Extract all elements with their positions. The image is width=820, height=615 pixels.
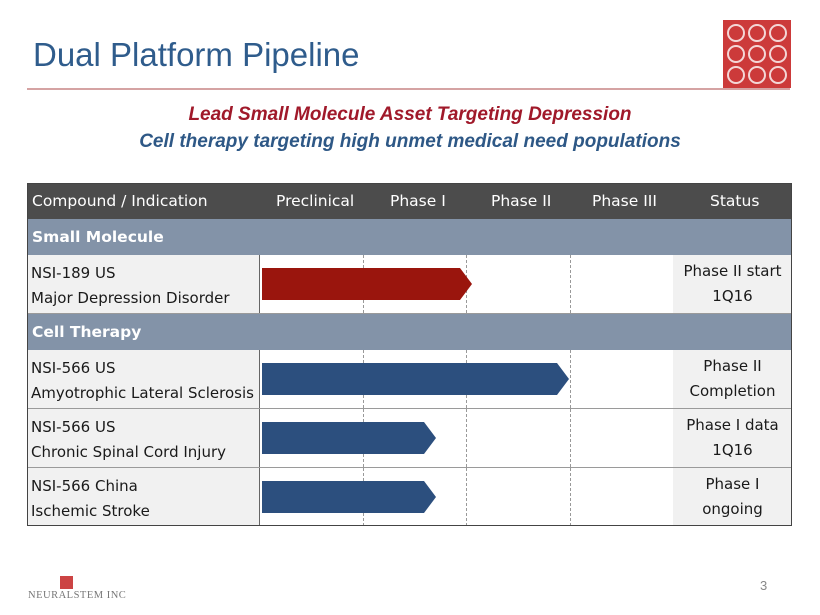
stage-cell-phase1: [364, 468, 467, 526]
footer-logo-icon: [60, 576, 73, 589]
table-row: NSI-566 China Ischemic Stroke Phase I on…: [27, 468, 792, 526]
header-status: Status: [710, 192, 760, 210]
progress-bar: [262, 363, 569, 395]
page-number: 3: [760, 578, 768, 593]
footer-brand-text: NEURALSTEM INC: [28, 590, 127, 601]
indication-name: Chronic Spinal Cord Injury: [31, 443, 227, 461]
status-line1: Phase II: [703, 357, 762, 375]
stage-cell-phase3: [571, 255, 673, 313]
status-line2: 1Q16: [712, 287, 753, 305]
subtitle-cell-therapy: Cell therapy targeting high unmet medica…: [139, 131, 681, 152]
section-cell-therapy: Cell Therapy: [27, 314, 792, 350]
progress-bar: [262, 481, 436, 513]
status-line1: Phase I: [705, 475, 760, 493]
status-cell: Phase I ongoing: [673, 468, 792, 526]
compound-name: NSI-566 China: [31, 477, 138, 495]
stage-cell-phase2: [467, 409, 571, 467]
compound-name: NSI-566 US: [31, 418, 116, 436]
section-label: Small Molecule: [32, 228, 164, 246]
subtitle-small-molecule: Lead Small Molecule Asset Targeting Depr…: [188, 104, 632, 125]
title-divider: [27, 88, 790, 90]
stage-cell-phase3: [571, 468, 673, 526]
status-line2: Completion: [689, 382, 776, 400]
table-header-row: Compound / Indication Preclinical Phase …: [27, 183, 792, 219]
header-phase1: Phase I: [390, 192, 446, 210]
header-preclinical: Preclinical: [276, 192, 355, 210]
status-cell: Phase I data 1Q16: [673, 409, 792, 467]
stage-cell-phase2: [467, 350, 571, 408]
stage-cell-phase2: [467, 468, 571, 526]
header-phase2: Phase II: [491, 192, 552, 210]
header-compound: Compound / Indication: [32, 192, 208, 210]
brand-logo-icon: [723, 20, 791, 88]
footer-logo: NEURALSTEM INC: [28, 576, 128, 606]
status-line1: Phase II start: [683, 262, 782, 280]
table-row: NSI-566 US Chronic Spinal Cord Injury Ph…: [27, 409, 792, 468]
compound-cell: NSI-189 US Major Depression Disorder: [27, 255, 260, 313]
section-small-molecule: Small Molecule: [27, 219, 792, 255]
compound-name: NSI-566 US: [31, 359, 116, 377]
status-line2: 1Q16: [712, 441, 753, 459]
progress-bar: [262, 268, 472, 300]
status-cell: Phase II start 1Q16: [673, 255, 792, 313]
compound-name: NSI-189 US: [31, 264, 116, 282]
slide-title: Dual Platform Pipeline: [33, 36, 360, 73]
status-line1: Phase I data: [686, 416, 779, 434]
indication-name: Ischemic Stroke: [31, 502, 150, 520]
status-line2: ongoing: [702, 500, 763, 518]
compound-cell: NSI-566 China Ischemic Stroke: [27, 468, 260, 526]
progress-bar: [262, 422, 436, 454]
compound-cell: NSI-566 US Amyotrophic Lateral Sclerosis: [27, 350, 260, 408]
stage-cell-phase3: [571, 409, 673, 467]
stage-cell-phase2: [467, 255, 571, 313]
table-row: NSI-566 US Amyotrophic Lateral Sclerosis…: [27, 350, 792, 409]
stage-cell-phase1: [364, 409, 467, 467]
status-cell: Phase II Completion: [673, 350, 792, 408]
header-phase3: Phase III: [592, 192, 657, 210]
stage-cell-phase3: [571, 350, 673, 408]
indication-name: Amyotrophic Lateral Sclerosis: [31, 384, 254, 402]
indication-name: Major Depression Disorder: [31, 289, 230, 307]
table-row: NSI-189 US Major Depression Disorder Pha…: [27, 255, 792, 314]
pipeline-table: Compound / Indication Preclinical Phase …: [27, 183, 792, 526]
section-label: Cell Therapy: [32, 323, 142, 341]
compound-cell: NSI-566 US Chronic Spinal Cord Injury: [27, 409, 260, 467]
